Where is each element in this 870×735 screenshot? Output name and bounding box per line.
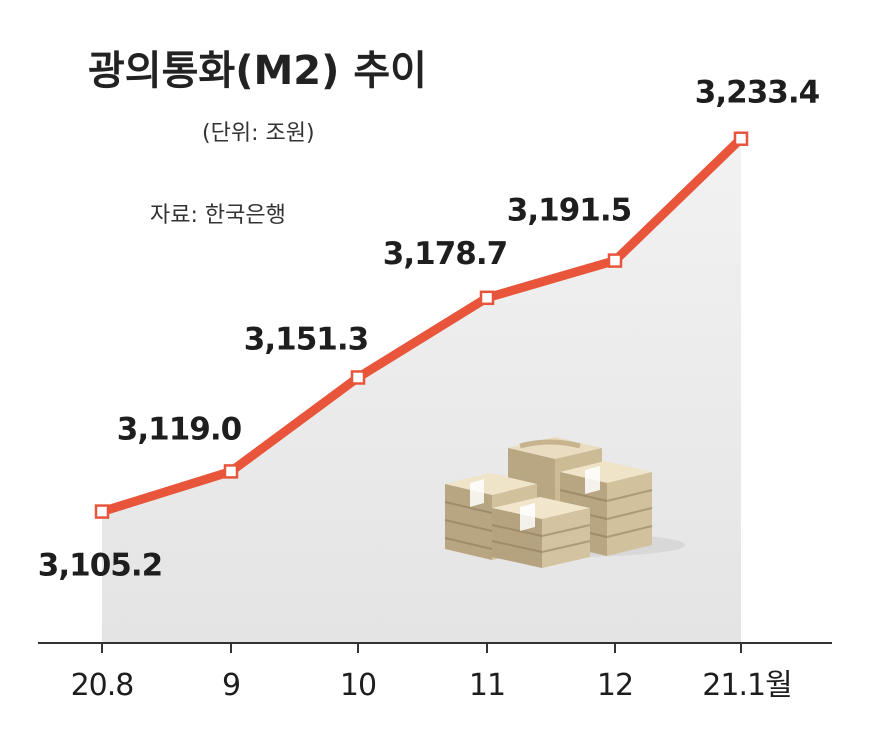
data-point-3 bbox=[479, 290, 495, 306]
x-tick-label-0: 20.8 bbox=[71, 668, 134, 703]
data-point-4 bbox=[607, 253, 623, 268]
x-tick-label-3: 11 bbox=[469, 668, 505, 703]
data-label-3: 3,178.7 bbox=[383, 236, 507, 272]
x-axis-ticks: 20.8 9 10 11 12 21.1월 bbox=[71, 643, 793, 703]
data-markers bbox=[94, 131, 749, 519]
money-stack-icon bbox=[444, 437, 685, 568]
chart-title: 광의통화(M2) 추이 bbox=[88, 48, 427, 94]
data-point-5 bbox=[733, 131, 749, 146]
data-point-2 bbox=[350, 370, 366, 385]
x-tick-label-5: 21.1월 bbox=[702, 668, 791, 703]
data-point-0 bbox=[94, 504, 110, 519]
data-labels: 3,105.2 3,119.0 3,151.3 3,178.73,191.5 3,233… bbox=[38, 75, 821, 584]
data-label-2: 3,151.3 bbox=[244, 321, 368, 357]
data-label-0: 3,105.2 bbox=[38, 548, 162, 584]
data-point-1 bbox=[223, 464, 239, 479]
x-tick-label-4: 12 bbox=[597, 668, 633, 703]
source-label: 자료: 한국은행 bbox=[150, 203, 286, 228]
unit-label: (단위: 조원) bbox=[202, 121, 315, 146]
data-label-1: 3,119.0 bbox=[117, 411, 242, 447]
series-line bbox=[97, 134, 746, 517]
x-tick-label-2: 10 bbox=[340, 668, 376, 703]
data-label-4: 3,191.5 bbox=[507, 193, 631, 229]
x-tick-label-1: 9 bbox=[222, 668, 240, 703]
data-label-5: 3,233.4 bbox=[695, 75, 820, 111]
